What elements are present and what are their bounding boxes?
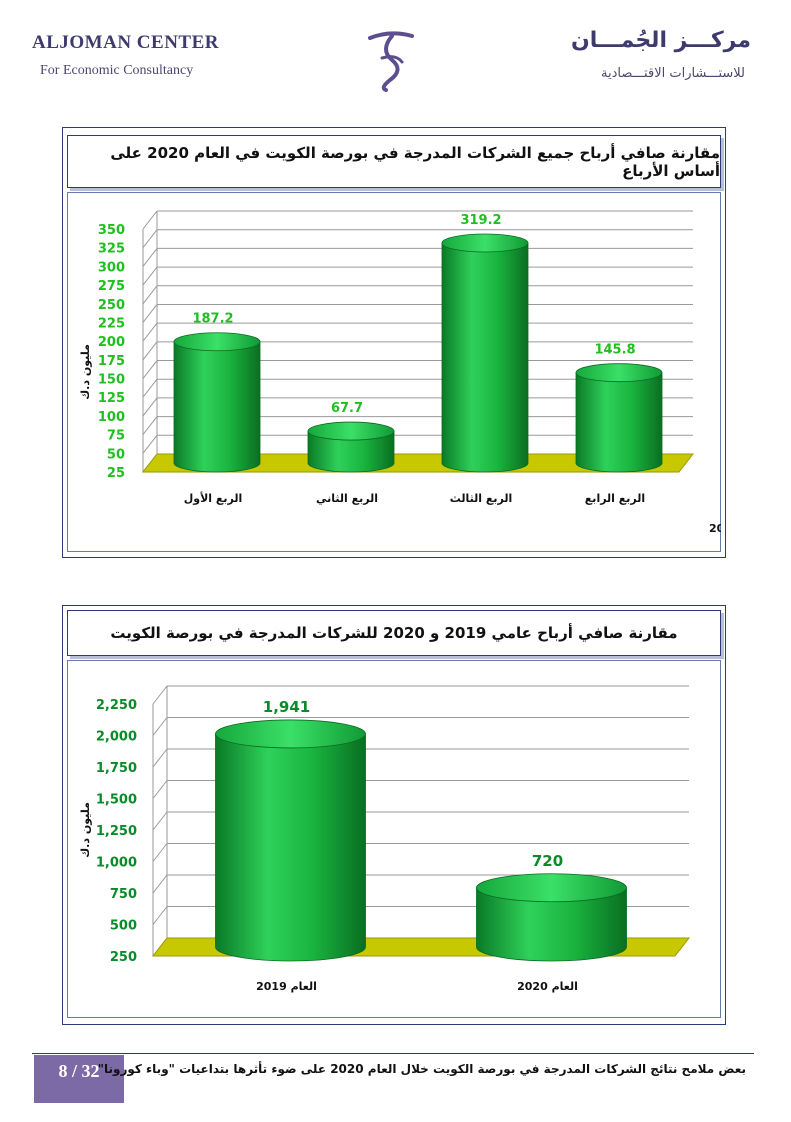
brand-tagline-en: For Economic Consultancy bbox=[40, 63, 194, 78]
bar-value-label: 1,941 bbox=[263, 698, 310, 716]
gridline-side bbox=[152, 811, 168, 831]
aljoman-logo-icon bbox=[368, 31, 414, 92]
chart2-svg: 250 500 750 1,000 1,250 1,500 1,750 2,000 2,250 م… bbox=[79, 685, 691, 993]
y-tick-label: 300 bbox=[98, 260, 125, 275]
bar-value-label: 67.7 bbox=[331, 401, 363, 416]
y-tick-label: 2,250 bbox=[96, 698, 137, 713]
x-axis-label: للعام 2020 bbox=[709, 522, 721, 535]
y-tick-label: 275 bbox=[98, 279, 125, 294]
gridline-side bbox=[152, 780, 168, 799]
gridline-side bbox=[142, 229, 158, 248]
bar-body bbox=[476, 887, 627, 962]
gridline-side bbox=[152, 685, 168, 705]
gridline-side bbox=[142, 210, 158, 230]
bar-body bbox=[307, 430, 395, 473]
gridline-side bbox=[152, 717, 168, 736]
brand-name-ar: مركـــز الجُمـــان bbox=[570, 28, 751, 53]
bar-value-label: 720 bbox=[532, 852, 563, 870]
gridline-side bbox=[142, 360, 158, 379]
y-tick-label: 325 bbox=[98, 242, 125, 257]
bar-top bbox=[575, 363, 663, 383]
bar-top bbox=[476, 873, 627, 903]
gridline-side bbox=[142, 416, 158, 435]
page-number: 8 / 32 bbox=[34, 1055, 124, 1103]
x-category-label: الربع الأول bbox=[184, 491, 243, 505]
chart2-title-box: مقارنة صافي أرباح عامي 2019 و 2020 للشرك… bbox=[67, 610, 721, 656]
footer-divider bbox=[32, 1053, 754, 1054]
y-tick-label: 75 bbox=[107, 429, 125, 444]
bar-body bbox=[575, 372, 663, 473]
bar-top bbox=[173, 332, 261, 352]
chart1-title: مقارنة صافي أرباح جميع الشركات المدرجة ف… bbox=[110, 143, 720, 180]
gridline-side bbox=[142, 397, 158, 417]
bar-body bbox=[173, 341, 261, 473]
y-tick-label: 250 bbox=[110, 950, 137, 965]
y-tick-label: 1,750 bbox=[96, 761, 137, 776]
x-category-label: الربع الثاني bbox=[316, 492, 378, 505]
gridline-side bbox=[142, 322, 158, 342]
chart-floor bbox=[141, 453, 695, 473]
chart1-title-box: مقارنة صافي أرباح جميع الشركات المدرجة ف… bbox=[67, 135, 721, 188]
x-category-label: العام 2020 bbox=[517, 980, 578, 993]
y-tick-label: 200 bbox=[98, 335, 125, 350]
y-tick-label: 250 bbox=[98, 298, 125, 313]
x-category-label: الربع الرابع bbox=[585, 492, 645, 505]
gridline-side bbox=[152, 843, 168, 862]
gridline-side bbox=[142, 435, 158, 454]
y-tick-label: 25 bbox=[107, 466, 125, 481]
bar-body bbox=[441, 242, 529, 473]
gridline-side bbox=[142, 378, 158, 398]
chart2-title: مقارنة صافي أرباح عامي 2019 و 2020 للشرك… bbox=[110, 624, 678, 642]
chart2-plot-area bbox=[67, 660, 721, 1018]
y-tick-label: 1,500 bbox=[96, 793, 137, 808]
x-category-label: العام 2019 bbox=[256, 980, 317, 993]
gridline-side bbox=[152, 874, 168, 894]
gridline-side bbox=[152, 748, 168, 768]
y-tick-label: 175 bbox=[98, 354, 125, 369]
gridline-side bbox=[152, 906, 168, 925]
bar-top bbox=[441, 233, 529, 253]
bar-value-label: 187.2 bbox=[192, 312, 233, 327]
brand-name-en: ALJOMAN CENTER bbox=[32, 32, 219, 53]
y-tick-label: 150 bbox=[98, 373, 125, 388]
bar-value-label: 319.2 bbox=[460, 213, 501, 228]
y-tick-label: 1,250 bbox=[96, 824, 137, 839]
gridline-side bbox=[142, 248, 158, 267]
y-axis-label: مليون د.ك bbox=[79, 802, 92, 858]
y-tick-label: 225 bbox=[98, 316, 125, 331]
brand-tagline-ar: للاستـــشارات الاقتـــصادية bbox=[601, 66, 745, 81]
gridline-side bbox=[142, 341, 158, 361]
y-tick-label: 50 bbox=[107, 447, 125, 462]
gridline-side bbox=[142, 266, 158, 286]
bar-top bbox=[215, 719, 366, 749]
y-tick-label: 350 bbox=[98, 223, 125, 238]
y-tick-label: 1,000 bbox=[96, 856, 137, 871]
gridline-side bbox=[142, 285, 158, 305]
bar-value-label: 145.8 bbox=[594, 343, 635, 358]
y-tick-label: 750 bbox=[110, 887, 137, 902]
footer-caption: بعض ملامح نتائج الشركات المدرجة في بورصة… bbox=[97, 1062, 746, 1076]
x-category-label: الربع الثالث bbox=[450, 492, 513, 505]
bar-top bbox=[307, 421, 395, 441]
y-tick-label: 100 bbox=[98, 410, 125, 425]
y-tick-label: 125 bbox=[98, 391, 125, 406]
bar-body bbox=[215, 733, 366, 962]
y-tick-label: 500 bbox=[110, 919, 137, 934]
gridline-side bbox=[142, 304, 158, 323]
y-axis-label: مليون د.ك bbox=[79, 344, 92, 400]
y-tick-label: 2,000 bbox=[96, 730, 137, 745]
chart1-svg: 25 50 75 100 125 150 175 200 225 250 275 300 325 350 م… bbox=[79, 210, 721, 535]
